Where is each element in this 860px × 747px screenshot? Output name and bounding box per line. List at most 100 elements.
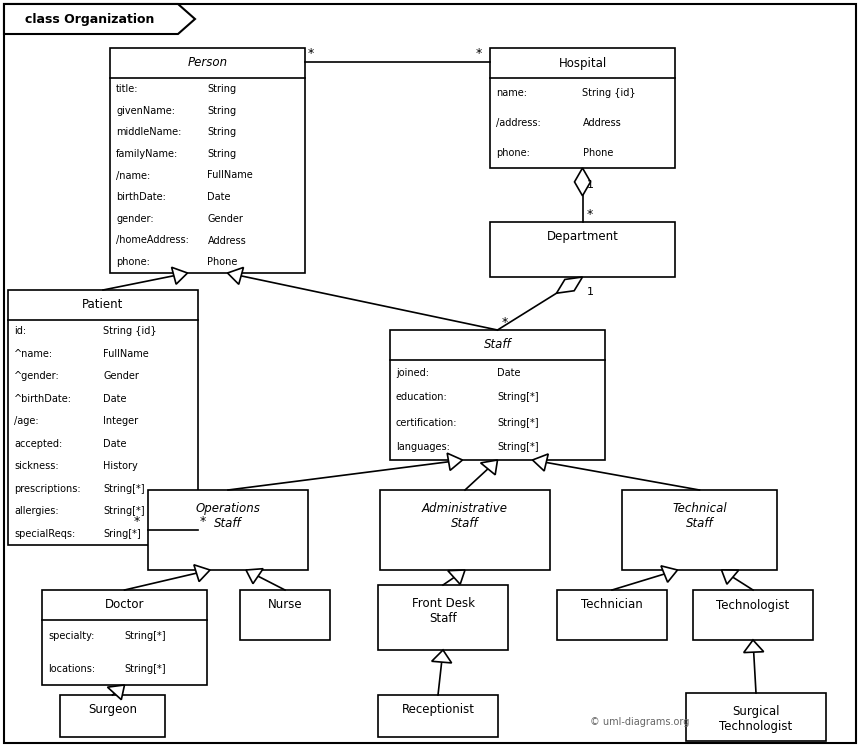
Text: String: String <box>207 105 237 116</box>
Polygon shape <box>481 460 497 475</box>
Text: Address: Address <box>582 118 621 128</box>
Text: Address: Address <box>207 235 246 246</box>
Text: *: * <box>134 515 140 528</box>
Text: String: String <box>207 149 237 159</box>
Text: Sring[*]: Sring[*] <box>103 529 141 539</box>
Text: specialty:: specialty: <box>48 631 95 641</box>
Text: 1: 1 <box>587 287 593 297</box>
Polygon shape <box>574 168 591 196</box>
Text: middleName:: middleName: <box>116 127 181 137</box>
Text: ^name:: ^name: <box>14 349 53 359</box>
Text: Staff: Staff <box>483 338 512 352</box>
Text: 1: 1 <box>587 180 593 190</box>
Text: History: History <box>103 461 138 471</box>
Bar <box>60 695 165 737</box>
Bar <box>693 590 813 640</box>
Text: Technologist: Technologist <box>716 598 789 612</box>
Text: familyName:: familyName: <box>116 149 178 159</box>
Text: accepted:: accepted: <box>14 438 62 449</box>
Text: id:: id: <box>14 326 26 336</box>
Text: *: * <box>200 515 206 528</box>
Text: education:: education: <box>396 392 448 403</box>
Text: /homeAddress:: /homeAddress: <box>116 235 189 246</box>
Text: title:: title: <box>116 84 138 94</box>
Text: FullName: FullName <box>207 170 253 181</box>
Text: Technical
Staff: Technical Staff <box>673 502 727 530</box>
Bar <box>378 695 498 737</box>
Text: Surgical
Technologist: Surgical Technologist <box>719 705 793 733</box>
Text: Hospital: Hospital <box>558 57 606 69</box>
Text: class Organization: class Organization <box>25 13 155 25</box>
Text: Integer: Integer <box>103 416 138 427</box>
Bar <box>686 693 826 741</box>
Text: Patient: Patient <box>83 299 124 311</box>
Text: *: * <box>476 47 482 60</box>
Text: gender:: gender: <box>116 214 154 224</box>
Text: Receptionist: Receptionist <box>402 704 475 716</box>
Polygon shape <box>447 453 463 471</box>
Text: Person: Person <box>187 57 228 69</box>
Text: © uml-diagrams.org: © uml-diagrams.org <box>590 717 690 727</box>
Text: /address:: /address: <box>496 118 541 128</box>
Polygon shape <box>532 454 548 471</box>
Bar <box>110 48 305 273</box>
Text: prescriptions:: prescriptions: <box>14 484 81 494</box>
Bar <box>490 48 675 168</box>
Text: ^birthDate:: ^birthDate: <box>14 394 72 403</box>
Text: *: * <box>308 47 314 60</box>
Bar <box>240 590 330 640</box>
Text: /age:: /age: <box>14 416 39 427</box>
Polygon shape <box>4 4 195 34</box>
Text: locations:: locations: <box>48 664 95 674</box>
Text: Doctor: Doctor <box>105 598 144 612</box>
Text: joined:: joined: <box>396 368 429 377</box>
Text: certification:: certification: <box>396 418 458 427</box>
Text: *: * <box>587 208 593 221</box>
Text: allergies:: allergies: <box>14 506 58 516</box>
Text: String {id}: String {id} <box>103 326 157 336</box>
Polygon shape <box>448 570 465 584</box>
Text: /name:: /name: <box>116 170 150 181</box>
Text: Operations
Staff: Operations Staff <box>195 502 261 530</box>
Text: Front Desk
Staff: Front Desk Staff <box>411 597 475 625</box>
Text: birthDate:: birthDate: <box>116 192 166 202</box>
Text: Date: Date <box>103 438 126 449</box>
Text: languages:: languages: <box>396 442 450 453</box>
Bar <box>8 290 198 545</box>
Text: Department: Department <box>547 231 618 244</box>
Text: Date: Date <box>497 368 521 377</box>
Text: String[*]: String[*] <box>497 392 539 403</box>
Text: sickness:: sickness: <box>14 461 58 471</box>
Polygon shape <box>172 267 187 284</box>
Bar <box>490 222 675 277</box>
Text: String[*]: String[*] <box>125 631 166 641</box>
Polygon shape <box>108 685 125 700</box>
Text: ^gender:: ^gender: <box>14 371 59 381</box>
Bar <box>557 590 667 640</box>
Text: Technician: Technician <box>581 598 643 612</box>
Text: phone:: phone: <box>496 148 530 158</box>
Text: name:: name: <box>496 88 527 98</box>
Text: Phone: Phone <box>207 257 238 267</box>
Polygon shape <box>722 570 739 584</box>
Polygon shape <box>228 267 243 285</box>
Text: String[*]: String[*] <box>497 418 539 427</box>
Text: String[*]: String[*] <box>125 664 166 674</box>
Bar <box>148 490 308 570</box>
Bar <box>622 490 777 570</box>
Polygon shape <box>432 650 452 663</box>
Polygon shape <box>661 565 678 582</box>
Text: String: String <box>207 84 237 94</box>
Bar <box>380 490 550 570</box>
Text: String[*]: String[*] <box>103 484 144 494</box>
Text: String[*]: String[*] <box>497 442 539 453</box>
Text: String: String <box>207 127 237 137</box>
Text: phone:: phone: <box>116 257 150 267</box>
Text: Date: Date <box>207 192 231 202</box>
Text: Gender: Gender <box>207 214 243 224</box>
Text: String {id}: String {id} <box>582 88 636 98</box>
Polygon shape <box>194 565 210 582</box>
Bar <box>390 330 605 460</box>
Polygon shape <box>556 277 582 294</box>
Text: Gender: Gender <box>103 371 138 381</box>
